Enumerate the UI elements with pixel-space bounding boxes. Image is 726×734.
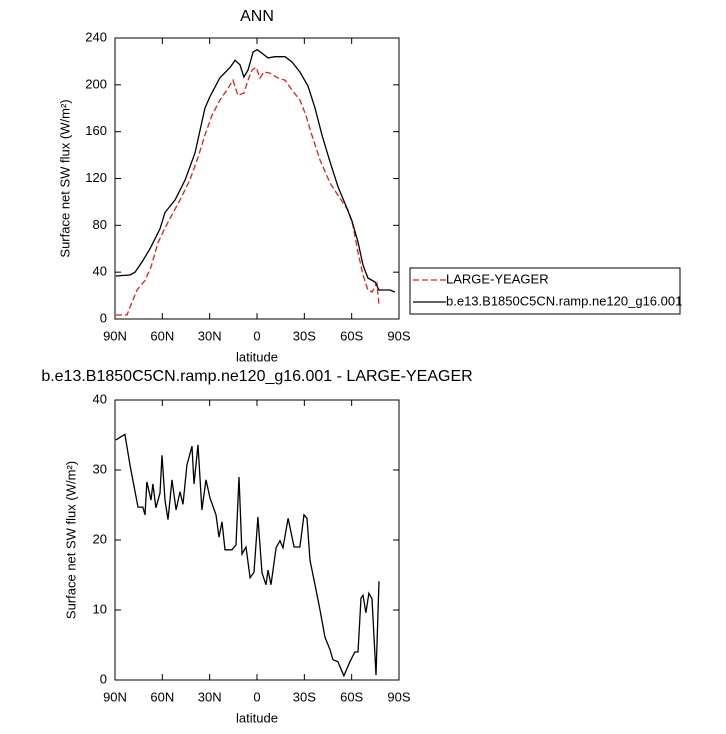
x-tick-label: 90N [103,328,127,343]
plot-frame [114,399,400,681]
y-tick-label: 80 [93,217,107,232]
chart-title: ANN [240,8,274,25]
legend-label: LARGE-YEAGER [446,271,549,286]
x-tick-label: 90S [387,689,410,704]
data-line [115,48,396,293]
y-tick-label: 10 [93,601,107,616]
x-tick-label: 30S [293,689,316,704]
data-line [115,433,380,678]
y-tick-label: 200 [85,76,107,91]
x-axis-label: latitude [236,349,278,364]
y-tick-label: 240 [85,29,107,44]
y-tick-label: 0 [100,671,107,686]
y-tick-label: 30 [93,461,107,476]
x-tick-label: 60S [340,689,363,704]
x-tick-label: 0 [253,689,260,704]
x-tick-label: 60S [340,328,363,343]
x-tick-label: 90N [103,689,127,704]
y-tick-label: 40 [93,264,107,279]
legend-label: b.e13.B1850C5CN.ramp.ne120_g16.001 [446,293,682,308]
chart-title: b.e13.B1850C5CN.ramp.ne120_g16.001 - LAR… [41,368,472,385]
y-tick-label: 120 [85,170,107,185]
y-axis-label: Surface net SW flux (W/m²) [57,99,72,257]
x-tick-label: 90S [387,328,410,343]
x-tick-label: 0 [253,328,260,343]
x-tick-label: 30S [293,328,316,343]
legend-box [409,267,681,315]
x-tick-label: 60N [150,689,174,704]
x-tick-label: 30N [198,689,222,704]
x-axis-label: latitude [236,710,278,725]
y-tick-label: 160 [85,123,107,138]
y-tick-label: 40 [93,391,107,406]
plot-frame [114,37,400,320]
x-tick-label: 60N [150,328,174,343]
data-line [115,66,380,316]
x-tick-label: 30N [198,328,222,343]
y-axis-label: Surface net SW flux (W/m²) [63,461,78,619]
y-tick-label: 0 [100,310,107,325]
y-tick-label: 20 [93,531,107,546]
